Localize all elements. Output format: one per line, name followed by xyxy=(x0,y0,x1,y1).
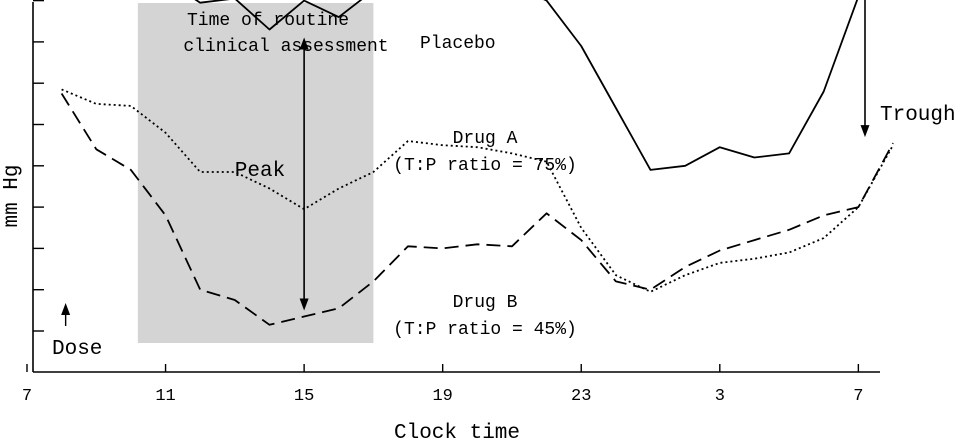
trough-arrow-head-bottom xyxy=(860,125,870,138)
x-tick-label-5: 3 xyxy=(715,387,725,406)
series-line-placebo xyxy=(194,0,859,171)
series-line-drug-b xyxy=(60,93,894,326)
shaded-region-layer xyxy=(137,3,374,343)
x-tick-label-3: 19 xyxy=(432,387,452,406)
drug-a-series-label: Drug A xyxy=(453,129,518,149)
series-line-drug-a xyxy=(61,88,894,293)
dose-arrow-head xyxy=(61,303,71,315)
x-tick-label-6: 7 xyxy=(853,387,863,406)
dose-label: Dose xyxy=(52,338,102,361)
arrow-layer xyxy=(61,0,870,326)
placebo-series-label: Placebo xyxy=(420,34,496,54)
shaded-region-label-line2: clinical assessment xyxy=(183,37,388,57)
shaded-region-label-line1: Time of routine xyxy=(187,11,349,31)
x-axis-title: Clock time xyxy=(394,422,520,441)
x-tick-label-0: 7 xyxy=(22,387,32,406)
drug-a-ratio-label: (T:P ratio = 75%) xyxy=(393,156,577,176)
axes-layer: 7 11 15 19 23 3 7 xyxy=(22,0,880,406)
text-layer: Time of routine clinical assessment Plac… xyxy=(1,11,956,441)
drug-b-series-label: Drug B xyxy=(453,293,518,313)
trough-label: Trough xyxy=(880,104,956,127)
y-axis-title: mm Hg xyxy=(1,164,24,227)
shaded-region xyxy=(137,3,374,343)
series-layer xyxy=(60,0,894,326)
drug-b-ratio-label: (T:P ratio = 45%) xyxy=(393,320,577,340)
peak-arrow-head-top xyxy=(299,37,309,50)
x-tick-label-2: 15 xyxy=(294,387,314,406)
peak-label: Peak xyxy=(235,160,285,183)
x-tick-label-4: 23 xyxy=(571,387,591,406)
x-tick-label-1: 11 xyxy=(155,387,175,406)
peak-arrow-head-bottom xyxy=(299,298,309,311)
